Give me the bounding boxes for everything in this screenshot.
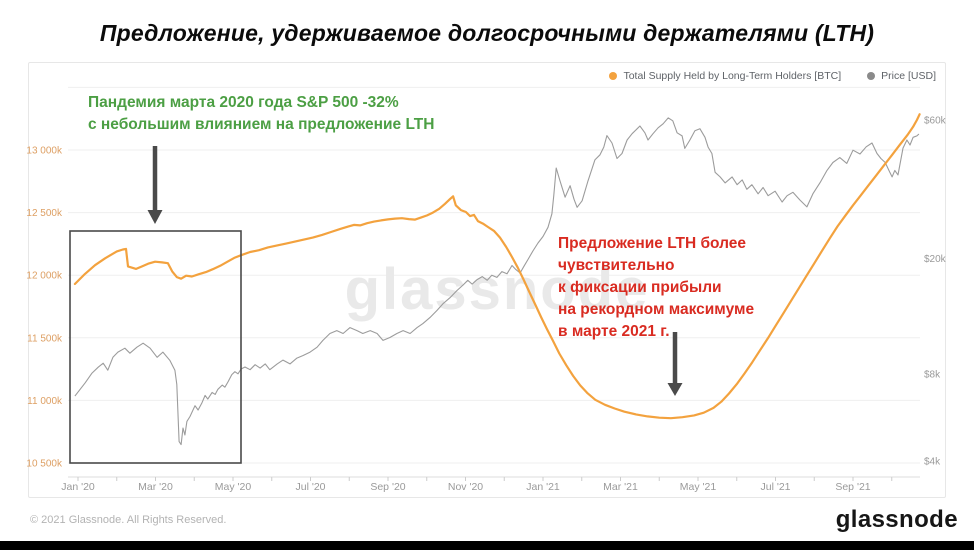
watermark: glassnode (345, 257, 650, 322)
x-axis-label: Jul '20 (295, 481, 325, 493)
annotation-lth-line1: Предложение LTH более (558, 235, 747, 252)
x-axis-label: May '20 (215, 481, 252, 493)
right-axis-label: $8k (924, 369, 941, 380)
x-axis-label: Jan '20 (61, 481, 95, 493)
bottom-bar (0, 541, 974, 550)
footer-copyright: © 2021 Glassnode. All Rights Reserved. (30, 514, 227, 526)
highlight-box (69, 230, 242, 464)
annotation-arrowhead-icon (147, 210, 163, 224)
legend: Total Supply Held by Long-Term Holders [… (609, 70, 936, 82)
page-title: Предложение, удерживаемое долгосрочными … (99, 20, 875, 46)
left-axis-label: 12 000k (26, 271, 63, 282)
left-axis-label: 11 000k (27, 396, 63, 407)
price-series-dot-icon (867, 72, 876, 80)
annotation-lth-profit: Предложение LTH более чувствительно к фи… (558, 233, 754, 343)
x-axis-label: Jul '21 (760, 481, 790, 493)
annotation-lth-line4: на рекордном максимуме (558, 301, 755, 318)
annotation-lth-line5: в марте 2021 г. (558, 323, 670, 340)
annotation-pandemic-line1: Пандемия марта 2020 года S&P 500 -32% (88, 94, 399, 111)
legend-label-price: Price [USD] (881, 70, 936, 82)
left-axis-label: 11 500k (27, 333, 63, 344)
left-axis-label: 10 500k (26, 459, 63, 470)
left-axis-label: 13 000k (26, 146, 63, 157)
legend-item-supply[interactable]: Total Supply Held by Long-Term Holders [… (609, 70, 841, 82)
legend-item-price[interactable]: Price [USD] (867, 70, 936, 82)
x-axis-label: Jan '21 (526, 481, 560, 493)
right-axis-label: $60k (924, 116, 947, 127)
x-axis-label: Sep '20 (370, 481, 405, 493)
price-line (74, 117, 920, 446)
x-axis-label: Sep '21 (835, 481, 870, 493)
supply-line (73, 113, 921, 420)
annotation-pandemic-line2: с небольшим влиянием на предложение LTH (88, 115, 435, 133)
right-axis-label: $20k (924, 254, 947, 265)
annotation-lth-line3: к фиксации прибыли (558, 279, 722, 296)
annotation-arrowhead-icon (667, 383, 683, 396)
legend-label-supply: Total Supply Held by Long-Term Holders [… (623, 70, 842, 82)
left-axis-label: 12 500k (26, 208, 63, 219)
annotation-pandemic: Пандемия марта 2020 года S&P 500 -32% с … (88, 92, 434, 135)
annotation-lth-line2: чувствительно (558, 257, 675, 274)
x-axis-label: Mar '21 (603, 481, 638, 493)
right-axis-label: $4k (924, 457, 941, 468)
brand-logo: glassnode (835, 506, 958, 533)
supply-series-dot-icon (609, 72, 618, 80)
x-axis-label: Mar '20 (138, 481, 173, 493)
x-axis-label: May '21 (680, 481, 717, 493)
x-axis-label: Nov '20 (448, 481, 483, 493)
